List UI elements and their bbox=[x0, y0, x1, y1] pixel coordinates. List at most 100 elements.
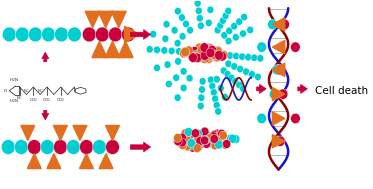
Ellipse shape bbox=[163, 21, 170, 28]
Ellipse shape bbox=[201, 136, 210, 145]
Ellipse shape bbox=[196, 15, 203, 22]
Ellipse shape bbox=[217, 84, 224, 92]
Ellipse shape bbox=[218, 51, 226, 61]
Polygon shape bbox=[106, 125, 119, 140]
Ellipse shape bbox=[200, 51, 209, 60]
Ellipse shape bbox=[200, 136, 209, 145]
Ellipse shape bbox=[197, 102, 204, 110]
Ellipse shape bbox=[198, 94, 205, 101]
Ellipse shape bbox=[213, 76, 220, 83]
Text: $\rm H_2N$: $\rm H_2N$ bbox=[9, 98, 19, 105]
Ellipse shape bbox=[212, 95, 219, 102]
Polygon shape bbox=[21, 125, 35, 140]
Ellipse shape bbox=[228, 74, 235, 81]
Ellipse shape bbox=[146, 46, 153, 53]
Ellipse shape bbox=[213, 52, 221, 62]
Polygon shape bbox=[85, 11, 100, 28]
Ellipse shape bbox=[257, 55, 264, 62]
Ellipse shape bbox=[15, 140, 28, 154]
Ellipse shape bbox=[182, 132, 191, 141]
Ellipse shape bbox=[210, 89, 217, 96]
Ellipse shape bbox=[202, 131, 210, 140]
Polygon shape bbox=[53, 125, 68, 140]
Ellipse shape bbox=[2, 27, 16, 42]
Ellipse shape bbox=[236, 81, 242, 89]
Ellipse shape bbox=[161, 47, 168, 54]
Ellipse shape bbox=[175, 137, 183, 146]
Ellipse shape bbox=[189, 53, 197, 63]
Ellipse shape bbox=[248, 71, 256, 78]
Ellipse shape bbox=[204, 54, 213, 63]
Ellipse shape bbox=[222, 12, 229, 19]
Ellipse shape bbox=[219, 17, 226, 24]
Ellipse shape bbox=[214, 46, 223, 56]
Ellipse shape bbox=[93, 140, 106, 154]
Ellipse shape bbox=[194, 134, 202, 143]
Polygon shape bbox=[27, 154, 41, 169]
Polygon shape bbox=[98, 11, 113, 28]
Ellipse shape bbox=[196, 137, 204, 146]
Ellipse shape bbox=[184, 129, 192, 138]
Ellipse shape bbox=[257, 113, 266, 124]
Polygon shape bbox=[272, 112, 285, 125]
Ellipse shape bbox=[192, 50, 200, 60]
Ellipse shape bbox=[214, 50, 223, 60]
Ellipse shape bbox=[194, 129, 203, 138]
Ellipse shape bbox=[239, 53, 245, 60]
Ellipse shape bbox=[41, 27, 55, 42]
Ellipse shape bbox=[109, 27, 122, 42]
Ellipse shape bbox=[195, 43, 204, 53]
Ellipse shape bbox=[275, 65, 285, 75]
Ellipse shape bbox=[181, 47, 189, 57]
Ellipse shape bbox=[193, 144, 201, 153]
Ellipse shape bbox=[162, 35, 169, 42]
Ellipse shape bbox=[182, 20, 189, 28]
Ellipse shape bbox=[187, 129, 195, 138]
Ellipse shape bbox=[54, 27, 68, 42]
Ellipse shape bbox=[241, 13, 248, 21]
Ellipse shape bbox=[173, 133, 182, 142]
Ellipse shape bbox=[201, 129, 209, 138]
Ellipse shape bbox=[291, 113, 300, 124]
Ellipse shape bbox=[175, 48, 182, 55]
Polygon shape bbox=[79, 154, 93, 169]
Ellipse shape bbox=[173, 137, 182, 146]
Text: NC: NC bbox=[37, 89, 43, 93]
Ellipse shape bbox=[272, 136, 282, 146]
Ellipse shape bbox=[173, 74, 180, 81]
Ellipse shape bbox=[227, 52, 233, 59]
Ellipse shape bbox=[193, 50, 202, 59]
Ellipse shape bbox=[199, 78, 206, 85]
Ellipse shape bbox=[122, 27, 135, 42]
Ellipse shape bbox=[215, 108, 222, 115]
Ellipse shape bbox=[237, 65, 244, 73]
Ellipse shape bbox=[196, 131, 204, 140]
Ellipse shape bbox=[184, 136, 192, 145]
Ellipse shape bbox=[192, 138, 200, 147]
Ellipse shape bbox=[213, 47, 222, 57]
Ellipse shape bbox=[209, 82, 216, 90]
Ellipse shape bbox=[215, 140, 223, 149]
Ellipse shape bbox=[179, 139, 187, 147]
Ellipse shape bbox=[243, 68, 250, 75]
Text: NC: NC bbox=[23, 89, 29, 93]
Ellipse shape bbox=[182, 136, 190, 144]
Ellipse shape bbox=[204, 132, 213, 141]
Ellipse shape bbox=[209, 132, 217, 141]
Ellipse shape bbox=[202, 45, 211, 54]
Ellipse shape bbox=[207, 6, 214, 13]
Ellipse shape bbox=[186, 74, 193, 82]
Ellipse shape bbox=[214, 137, 222, 146]
Ellipse shape bbox=[95, 27, 109, 42]
Ellipse shape bbox=[225, 60, 232, 67]
Ellipse shape bbox=[214, 50, 223, 60]
Ellipse shape bbox=[239, 85, 247, 92]
Ellipse shape bbox=[204, 138, 212, 147]
Polygon shape bbox=[47, 154, 61, 169]
Ellipse shape bbox=[232, 78, 239, 85]
Ellipse shape bbox=[197, 138, 205, 147]
Ellipse shape bbox=[205, 46, 214, 56]
Ellipse shape bbox=[213, 129, 222, 138]
Ellipse shape bbox=[205, 139, 213, 148]
Ellipse shape bbox=[224, 70, 231, 78]
